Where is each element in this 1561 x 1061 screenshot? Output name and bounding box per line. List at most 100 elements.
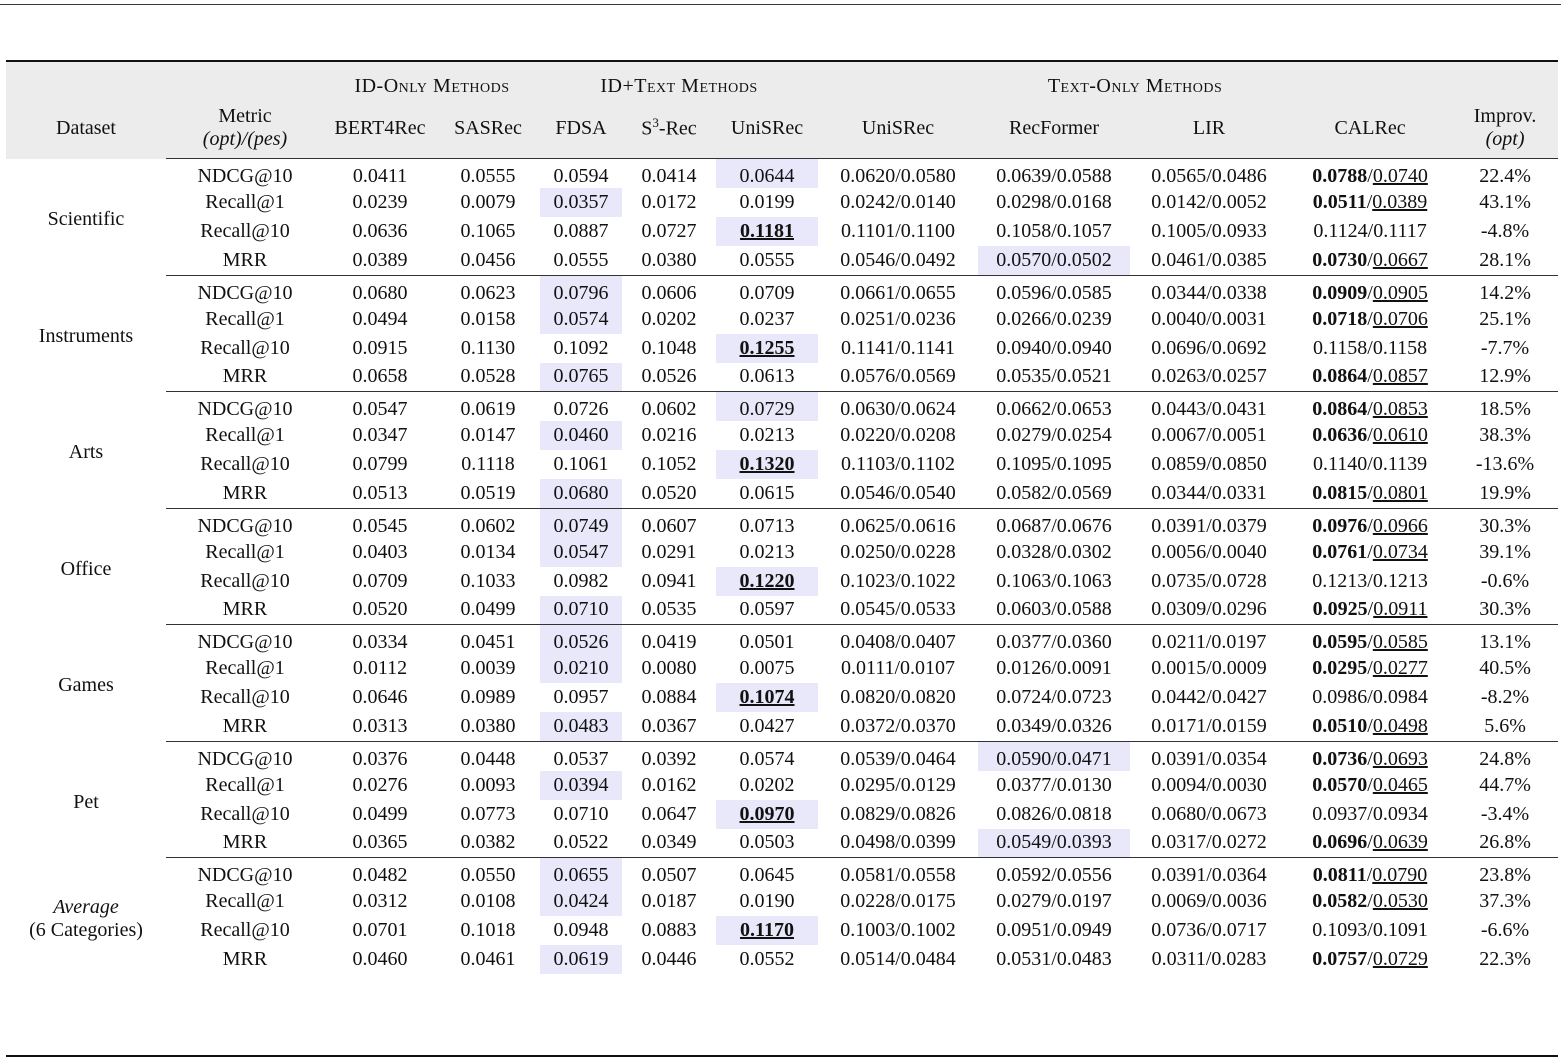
value-text: 0.0372/0.0370 — [840, 714, 956, 737]
value-text: 0.0460 — [549, 423, 613, 447]
value-cell-unisrec-id: 0.0237 — [716, 305, 818, 334]
value-cell-fdsa: 0.0526 — [540, 624, 622, 654]
value-cell-bert4rec: 0.0499 — [324, 800, 436, 829]
value-cell-sasrec: 0.0147 — [436, 421, 540, 450]
value-cell-sasrec: 0.0093 — [436, 771, 540, 800]
value-cell-calrec: 0.1158/0.1158 — [1288, 334, 1452, 363]
col-s3rec: S3-Rec — [622, 98, 716, 159]
calrec-opt-value: 0.0718 — [1312, 307, 1368, 330]
value-cell-recformer: 0.0596/0.0585 — [978, 274, 1131, 305]
value-cell-recformer: 0.1063/0.1063 — [978, 567, 1130, 596]
value-text: 0.0220/0.0208 — [840, 424, 956, 446]
col-sasrec: SASRec — [454, 116, 522, 139]
calrec-separator: / — [1367, 365, 1373, 388]
value-cell-recformer: 0.0298/0.0168 — [978, 188, 1130, 217]
calrec-separator: / — [1367, 657, 1373, 679]
value-text: 0.1255 — [735, 335, 799, 360]
metric-cell: Recall@1 — [205, 657, 285, 679]
value-cell-bert4rec: 0.0365 — [324, 829, 436, 858]
table-row: Recall@10 0.0799 0.1118 0.1061 0.1052 0.1320 0… — [6, 450, 1558, 479]
calrec-opt-value: 0.0986 — [1312, 686, 1368, 708]
improv-cell: 13.1% — [1452, 624, 1559, 654]
metric-cell: NDCG@10 — [166, 740, 324, 771]
value-cell-recformer: 0.1095/0.1095 — [978, 450, 1130, 479]
value-cell-fdsa: 0.0537 — [540, 740, 622, 771]
metric-cell: NDCG@10 — [166, 507, 324, 538]
value-text: 0.0391/0.0364 — [1151, 864, 1267, 886]
value-cell-s3rec: 0.0507 — [622, 857, 716, 887]
value-cell-unisrec-id: 0.0970 — [716, 799, 819, 829]
value-text: 0.0602 — [641, 398, 697, 420]
value-text: 0.0250/0.0228 — [840, 540, 956, 563]
value-text: 0.0126/0.0091 — [996, 657, 1112, 679]
value-text: 0.0344/0.0331 — [1151, 481, 1267, 504]
value-text: 0.0111/0.0107 — [840, 657, 956, 679]
value-text: 0.1048 — [641, 336, 697, 359]
calrec-pes-value: 0.1139 — [1372, 453, 1428, 475]
value-cell-recformer: 0.0570/0.0502 — [978, 246, 1131, 275]
value-text: 0.0213 — [739, 540, 795, 563]
value-text: 0.0680/0.0673 — [1151, 802, 1267, 825]
value-cell-unisrec-id: 0.0501 — [716, 624, 819, 654]
value-cell-lir: 0.1005/0.0933 — [1130, 217, 1288, 246]
value-cell-bert4rec: 0.0403 — [324, 538, 436, 567]
value-text: 0.1095/0.1095 — [996, 453, 1112, 475]
value-cell-fdsa: 0.0460 — [540, 421, 622, 450]
value-text: 0.1003/0.1002 — [840, 919, 956, 941]
value-text: 0.0056/0.0040 — [1151, 540, 1267, 563]
value-cell-fdsa: 0.0680 — [540, 479, 622, 508]
improv-cell: 43.1% — [1479, 191, 1531, 213]
improv-cell: -6.6% — [1480, 919, 1530, 941]
value-cell-sasrec: 0.0382 — [436, 829, 540, 858]
calrec-pes-value: 0.0905 — [1372, 281, 1428, 304]
value-text: 0.0948 — [553, 919, 609, 941]
value-cell-fdsa: 0.0522 — [540, 829, 622, 858]
value-cell-lir: 0.0735/0.0728 — [1130, 567, 1288, 596]
calrec-opt-value: 0.0864 — [1312, 398, 1368, 420]
value-cell-fdsa: 0.0357 — [540, 188, 622, 217]
value-cell-unisrec-id: 0.0199 — [716, 188, 818, 217]
calrec-opt-value: 0.0761 — [1312, 540, 1368, 563]
value-cell-unisrec-text: 0.0630/0.0624 — [818, 391, 979, 421]
calrec-separator: / — [1366, 864, 1373, 886]
value-text: 0.0574 — [739, 747, 795, 770]
calrec-pes-value: 0.0790 — [1372, 864, 1428, 886]
value-text: 0.0263/0.0257 — [1151, 365, 1267, 388]
calrec-opt-value: 0.0730 — [1312, 248, 1368, 271]
value-text: 0.0545/0.0533 — [840, 598, 956, 621]
value-text: 0.0498/0.0399 — [840, 831, 956, 854]
table-row: Recall@1 0.0112 0.0039 0.0210 0.0080 0.0075 0.… — [6, 654, 1558, 683]
value-cell-lir: 0.0443/0.0431 — [1130, 391, 1289, 421]
calrec-opt-value: 0.0757 — [1312, 948, 1368, 970]
table-row: MRR 0.0460 0.0461 0.0619 0.0446 0.0552 0.0514/… — [6, 945, 1558, 974]
calrec-pes-value: 0.0389 — [1372, 191, 1428, 213]
value-text: 0.0067/0.0051 — [1151, 424, 1267, 446]
value-text: 0.0701 — [352, 919, 408, 941]
value-cell-unisrec-text: 0.0372/0.0370 — [818, 712, 978, 741]
value-text: 0.0970 — [735, 801, 799, 826]
value-text: 0.0710 — [553, 802, 609, 825]
value-cell-fdsa: 0.0547 — [540, 537, 622, 567]
value-text: 0.0883 — [641, 919, 697, 941]
value-cell-sasrec: 0.1065 — [436, 217, 540, 246]
value-cell-unisrec-id: 0.0213 — [716, 538, 818, 567]
value-text: 0.0555 — [553, 248, 609, 271]
value-text: 0.1101/0.1100 — [840, 220, 956, 242]
calrec-separator: / — [1367, 598, 1374, 621]
value-text: 0.0317/0.0272 — [1151, 831, 1267, 854]
column-header-row: Dataset Metric (opt)/(pes) BERT4Rec SASR… — [6, 98, 1559, 159]
value-text: 0.1018 — [460, 919, 516, 941]
calrec-pes-value: 0.0498 — [1372, 714, 1428, 737]
value-text: 0.0391/0.0354 — [1151, 747, 1267, 770]
improv-cell: 5.6% — [1484, 714, 1526, 737]
value-cell-lir: 0.0461/0.0385 — [1130, 246, 1288, 275]
calrec-pes-value: 0.0277 — [1372, 657, 1428, 679]
value-cell-lir: 0.0015/0.0009 — [1130, 654, 1288, 683]
value-cell-sasrec: 0.0079 — [436, 188, 540, 217]
calrec-pes-value: 0.0585 — [1372, 631, 1428, 653]
value-text: 0.0829/0.0826 — [840, 802, 956, 825]
col-metric-line1: Metric — [218, 105, 272, 127]
value-cell-bert4rec: 0.0547 — [324, 391, 436, 421]
value-text: 0.0142/0.0052 — [1151, 191, 1267, 213]
value-text: 0.1074 — [735, 685, 799, 709]
